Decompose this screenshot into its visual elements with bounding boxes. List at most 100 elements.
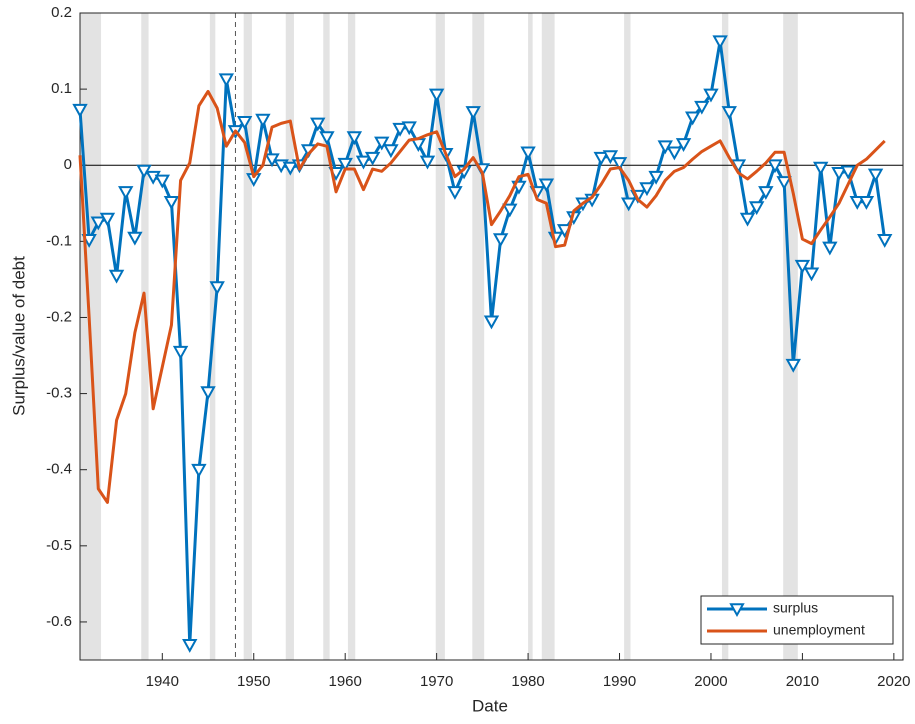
data-marker: [794, 259, 811, 274]
x-tick-label: 1950: [237, 673, 270, 690]
data-marker: [108, 269, 125, 284]
legend-marker: [729, 603, 745, 618]
data-marker: [401, 121, 417, 136]
recession-band: [528, 13, 533, 660]
data-marker: [867, 168, 884, 183]
data-marker: [648, 170, 664, 185]
data-marker: [99, 212, 116, 227]
data-marker: [602, 150, 619, 165]
x-tick-label: 2020: [877, 673, 910, 690]
data-marker: [483, 315, 500, 330]
x-tick-label: 1970: [420, 673, 453, 690]
data-marker: [191, 463, 207, 478]
data-marker: [236, 116, 253, 130]
x-tick-label: 1940: [146, 673, 179, 690]
data-marker: [858, 195, 875, 210]
data-marker: [200, 386, 216, 401]
data-marker: [310, 117, 326, 132]
recession-band: [721, 13, 729, 660]
data-marker: [492, 233, 509, 248]
data-marker: [355, 155, 372, 170]
data-marker: [364, 151, 381, 166]
data-marker: [877, 234, 893, 248]
recession-band: [435, 13, 445, 660]
data-marker: [520, 146, 536, 161]
y-tick-label: -0.1: [46, 232, 72, 249]
y-tick-label: -0.3: [46, 385, 72, 402]
data-marker: [849, 195, 865, 210]
data-marker: [776, 176, 792, 191]
data-marker: [666, 146, 683, 161]
data-marker: [684, 111, 701, 126]
data-marker: [319, 131, 335, 146]
axes-box: [79, 12, 904, 661]
data-marker: [154, 174, 170, 189]
data-marker: [813, 161, 829, 176]
y-axis-label: Surplus/value of debt: [9, 256, 28, 416]
data-marker: [611, 157, 628, 172]
series-line: [78, 89, 886, 504]
data-marker: [694, 100, 710, 115]
data-marker: [758, 186, 774, 200]
legend-label: unemployment: [773, 622, 865, 638]
legend-label: surplus: [773, 600, 818, 616]
x-tick-label: 2010: [786, 673, 819, 690]
data-marker: [831, 167, 847, 181]
data-marker: [822, 241, 838, 256]
data-marker: [712, 35, 728, 50]
data-marker: [748, 201, 765, 216]
y-tick-label: 0: [64, 156, 72, 173]
recession-band: [323, 13, 330, 660]
data-marker: [346, 131, 363, 146]
data-marker: [90, 216, 106, 231]
data-marker: [785, 358, 801, 373]
data-marker: [428, 88, 445, 103]
data-marker: [218, 73, 235, 88]
data-marker: [840, 165, 856, 180]
recession-band: [347, 13, 356, 660]
data-marker: [721, 106, 737, 121]
data-marker: [172, 345, 189, 360]
data-marker: [538, 178, 555, 193]
data-marker: [639, 182, 655, 197]
x-axis-label: Date: [472, 696, 508, 715]
data-marker: [465, 106, 481, 121]
data-marker: [739, 212, 756, 227]
data-marker: [282, 161, 299, 176]
x-tick-label: 1990: [603, 673, 636, 690]
data-marker: [209, 281, 225, 296]
x-tick-label: 1960: [329, 673, 362, 690]
recession-band: [541, 13, 555, 660]
data-marker: [72, 103, 88, 118]
data-marker: [703, 88, 719, 103]
recession-band: [141, 13, 149, 660]
data-marker: [502, 203, 518, 218]
y-tick-label: -0.5: [46, 537, 72, 554]
recession-band: [624, 13, 631, 660]
recession-band: [472, 13, 485, 660]
recession-band: [243, 13, 252, 660]
recession-band: [285, 13, 294, 660]
data-marker: [675, 138, 692, 152]
y-tick-label: -0.2: [46, 308, 72, 325]
data-marker: [374, 136, 390, 151]
x-tick-label: 2000: [694, 673, 727, 690]
data-marker: [127, 231, 143, 246]
data-marker: [419, 155, 436, 170]
data-marker: [383, 144, 399, 159]
data-marker: [803, 267, 820, 282]
x-tick-label: 1980: [511, 673, 544, 690]
data-marker: [337, 157, 353, 172]
y-tick-label: 0.2: [51, 4, 72, 21]
data-marker: [182, 638, 198, 653]
data-marker: [447, 186, 463, 200]
y-tick-label: -0.4: [46, 461, 72, 478]
data-marker: [118, 186, 134, 200]
y-tick-label: 0.1: [51, 80, 72, 97]
data-marker: [767, 159, 783, 174]
data-marker: [255, 113, 271, 128]
data-marker: [593, 151, 609, 166]
y-tick-label: -0.6: [46, 613, 72, 630]
data-marker: [620, 197, 637, 212]
